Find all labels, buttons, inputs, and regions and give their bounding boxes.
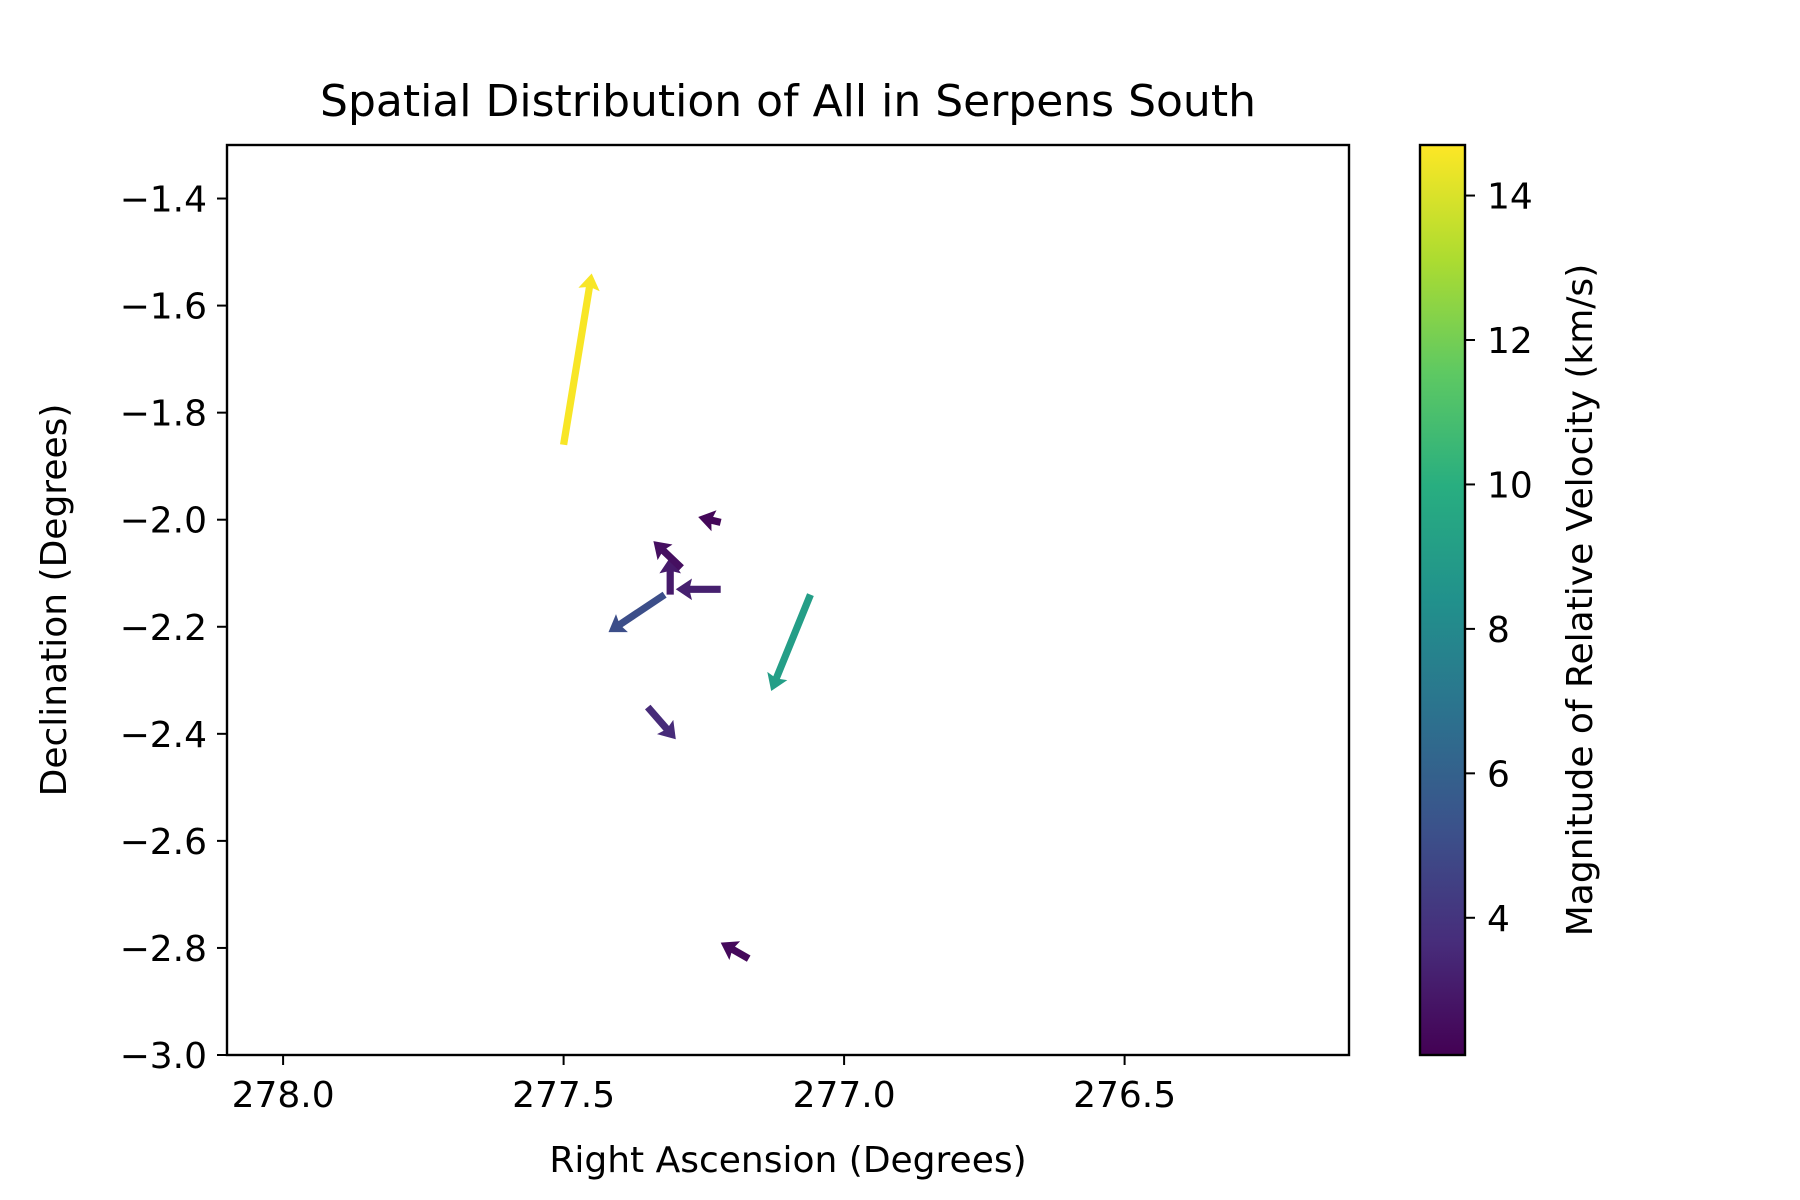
x-tick-label: 276.5: [1073, 1075, 1176, 1116]
y-tick-label: −2.2: [120, 608, 207, 649]
y-tick-label: −1.4: [120, 180, 207, 221]
x-tick-label: 277.5: [512, 1075, 615, 1116]
y-axis: −1.4 −1.6 −1.8 −2.0 −2.2 −2.4 −2.6 −2.8 −3.0: [120, 180, 227, 1077]
colorbar-tick-label: 14: [1487, 177, 1533, 218]
velocity-arrow: [720, 941, 751, 962]
colorbar: 4 6 8 10 12 14 Magnitude of Relative Velocity…: [1418, 143, 1601, 1057]
colorbar-tick-label: 12: [1487, 321, 1533, 362]
colorbar-label: Magnitude of Relative Velocity (km/s): [1560, 264, 1601, 937]
y-tick-label: −2.0: [120, 501, 207, 542]
y-tick-label: −1.8: [120, 394, 207, 435]
colorbar-tick-label: 8: [1487, 610, 1510, 651]
velocity-arrow: [608, 591, 667, 633]
chart-title: Spatial Distribution of All in Serpens S…: [320, 76, 1256, 127]
velocity-arrow: [698, 510, 722, 532]
colorbar-tick-label: 10: [1487, 465, 1533, 506]
velocity-arrow: [645, 704, 676, 740]
velocity-arrow: [653, 541, 684, 571]
y-tick-label: −3.0: [120, 1036, 207, 1077]
y-tick-label: −2.8: [120, 929, 207, 970]
y-tick-label: −2.6: [120, 822, 207, 863]
velocity-arrow: [675, 578, 721, 601]
velocity-arrow: [560, 273, 600, 446]
colorbar-ticks: 4 6 8 10 12 14: [1465, 177, 1533, 940]
plot-frame: [225, 143, 1351, 1057]
x-tick-label: 277.0: [793, 1075, 896, 1116]
colorbar-gradient: [1418, 143, 1467, 1057]
velocity-arrow: [767, 593, 814, 691]
y-tick-label: −2.4: [120, 715, 207, 756]
plot-area: [560, 273, 814, 962]
x-axis: 278.0 277.5 277.0 276.5: [232, 1055, 1176, 1116]
x-tick-label: 278.0: [232, 1075, 335, 1116]
y-tick-label: −1.6: [120, 287, 207, 328]
y-axis-label: Declination (Degrees): [34, 404, 75, 797]
colorbar-tick-label: 6: [1487, 754, 1510, 795]
colorbar-tick-label: 4: [1487, 899, 1510, 940]
x-axis-label: Right Ascension (Degrees): [549, 1140, 1026, 1181]
